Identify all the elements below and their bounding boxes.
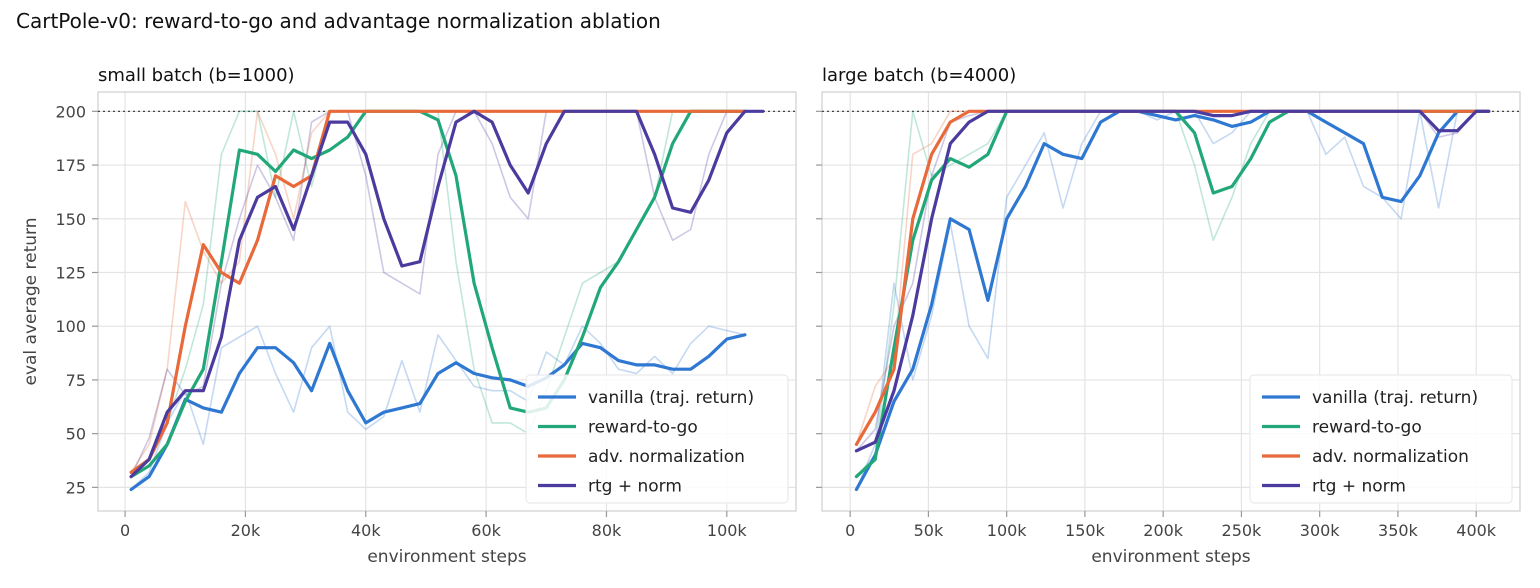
y-tick-label: 125 [55, 263, 86, 282]
x-tick-label: 20k [231, 521, 261, 540]
x-tick-label: 300k [1300, 521, 1341, 540]
figure-title: CartPole-v0: reward-to-go and advantage … [16, 9, 661, 33]
series-line-rtg [129, 109, 747, 479]
legend-label-norm: adv. normalization [588, 447, 745, 467]
y-tick-label: 50 [66, 425, 86, 444]
x-tick-label: 40k [351, 521, 381, 540]
legend-label-rtg: reward-to-go [1312, 418, 1422, 438]
axes-frame [821, 91, 1521, 512]
series-group [129, 109, 765, 492]
legend-label-rtg: reward-to-go [588, 418, 698, 438]
legend-box [1249, 374, 1513, 504]
legend-label-norm: adv. normalization [1312, 447, 1469, 467]
y-tick-label: 75 [66, 371, 86, 390]
x-tick-label: 150k [1065, 521, 1106, 540]
series-group [854, 109, 1491, 492]
x-tick-label: 80k [592, 521, 622, 540]
legend-box [525, 374, 789, 504]
x-tick-label: 200k [1143, 521, 1184, 540]
legend-label-rtgnorm: rtg + norm [1312, 477, 1406, 497]
y-tick-label: 175 [55, 156, 86, 175]
x-tick-label: 100k [707, 521, 748, 540]
y-tick-label: 150 [55, 210, 86, 229]
x-tick-label: 60k [471, 521, 501, 540]
x-tick-label: 350k [1378, 521, 1419, 540]
y-axis-label: eval average return [21, 217, 41, 385]
legend-label-vanilla: vanilla (traj. return) [588, 388, 754, 408]
x-tick-label: 250k [1222, 521, 1263, 540]
x-axis-label: environment steps [1091, 547, 1250, 567]
series-line-rtgnorm [854, 109, 1491, 453]
series-raw-rtgnorm [130, 110, 763, 477]
subplot-title: large batch (b=4000) [822, 65, 1016, 86]
y-tick-label: 25 [66, 478, 86, 497]
legend-label-rtgnorm: rtg + norm [588, 477, 682, 497]
legend-label-vanilla: vanilla (traj. return) [1312, 388, 1478, 408]
subplot-title: small batch (b=1000) [98, 65, 295, 86]
subplot-1: 0 20k 40k 60k 80k 100k 25 50 75 100 125 150 175 200 sm… [21, 65, 797, 567]
x-tick-label: 50k [914, 521, 944, 540]
x-tick-label: 400k [1456, 521, 1497, 540]
legend: vanilla (traj. return) reward-to-go adv. n… [1249, 374, 1513, 504]
series-line-vanilla [854, 109, 1491, 492]
x-tick-label: 0 [120, 521, 130, 540]
series-raw-vanilla [130, 325, 746, 491]
y-tick-label: 200 [55, 102, 86, 121]
series-line-rtgnorm [129, 109, 765, 479]
series-line-vanilla [129, 333, 747, 492]
x-tick-label: 0 [845, 521, 855, 540]
subplot-2: 0 50k 100k 150k 200k 250k 300k 350k 400k large ba… [816, 65, 1521, 567]
x-tick-label: 100k [987, 521, 1028, 540]
legend: vanilla (traj. return) reward-to-go adv. n… [525, 374, 789, 504]
x-axis-label: environment steps [367, 547, 526, 567]
y-tick-label: 100 [55, 317, 86, 336]
axes-frame [97, 91, 797, 512]
